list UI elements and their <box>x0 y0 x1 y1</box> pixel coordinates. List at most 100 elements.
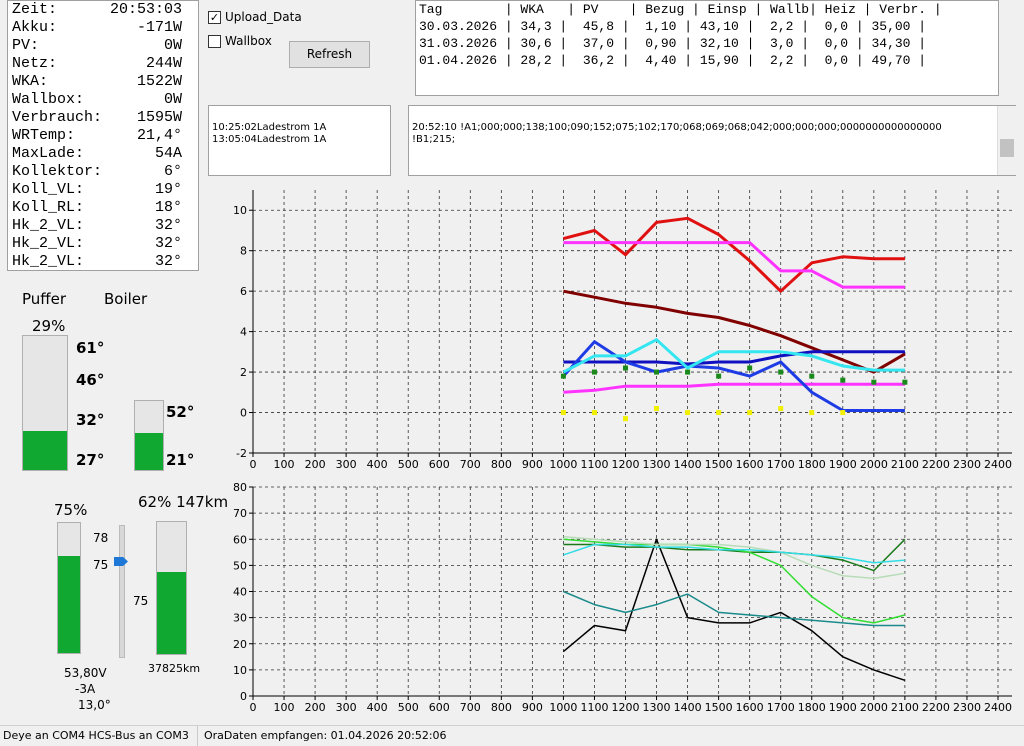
x-tick-label: 800 <box>491 458 512 471</box>
car-bar <box>156 521 187 655</box>
wallbox-checkbox[interactable]: Wallbox <box>208 34 272 48</box>
status-row: Kollektor: 6° <box>8 163 198 181</box>
y-tick-label: 0 <box>240 407 247 420</box>
status-row: Koll_RL: 18° <box>8 199 198 217</box>
log-line: !B1;215; <box>412 134 456 145</box>
x-tick-label: 800 <box>491 701 512 714</box>
data-line <box>563 590 905 627</box>
status-row: Wallbox: 0W <box>8 91 198 109</box>
y-tick-label: 50 <box>233 559 247 572</box>
x-tick-label: 1600 <box>736 701 764 714</box>
upload-checkbox[interactable]: ✓ Upload_Data <box>208 10 302 24</box>
status-label: Netz: <box>12 55 58 72</box>
status-bar: Deye an COM4 HCS-Bus an COM3 OraDaten em… <box>0 725 1024 746</box>
x-tick-label: 1000 <box>549 701 577 714</box>
x-tick-label: 1300 <box>643 701 671 714</box>
status-value: 0W <box>163 37 182 54</box>
data-point <box>840 377 846 383</box>
table-header: Tag | WKA | PV | Bezug | Einsp | Wallb| … <box>419 2 942 17</box>
y-tick-label: 10 <box>233 204 247 217</box>
slider-low: 75 <box>133 594 149 608</box>
x-tick-label: 2400 <box>984 458 1012 471</box>
checkbox[interactable] <box>208 35 221 48</box>
data-point <box>809 373 815 379</box>
y-tick-label: 80 <box>233 481 247 494</box>
temp: 46° <box>76 371 105 389</box>
checkbox[interactable]: ✓ <box>208 11 221 24</box>
status-row: WRTemp: 21,4° <box>8 127 198 145</box>
status-value: -171W <box>136 19 182 36</box>
data-line <box>562 338 905 374</box>
x-tick-label: 400 <box>367 701 388 714</box>
x-tick-label: 2000 <box>860 701 888 714</box>
data-point <box>809 410 815 416</box>
summary-table: Tag | WKA | PV | Bezug | Einsp | Wallb| … <box>415 0 999 96</box>
x-tick-label: 1600 <box>736 458 764 471</box>
gauge-label: Boiler <box>104 290 148 308</box>
status-label: Verbrauch: <box>12 109 103 126</box>
x-tick-label: 2300 <box>953 458 981 471</box>
bar-fill <box>58 555 80 653</box>
data-line <box>563 538 906 572</box>
bar-fill <box>157 572 186 654</box>
slider-value: 75 <box>93 558 109 572</box>
status-row: Hk_2_VL: 32° <box>8 217 198 235</box>
checkbox-label: Wallbox <box>225 34 272 48</box>
slider-max: 78 <box>93 531 109 545</box>
log-line: 20:52:10 !A1;000;000;138;100;090;152;075… <box>412 122 942 133</box>
x-tick-label: 2100 <box>891 701 919 714</box>
x-tick-label: 1400 <box>674 701 702 714</box>
x-tick-label: 1900 <box>829 701 857 714</box>
y-tick-label: 30 <box>233 612 247 625</box>
status-list: Zeit: 20:53:03 Akku: -171W PV: 0W Netz: 244W WKA… <box>7 0 199 271</box>
boiler-bar <box>134 400 164 471</box>
x-tick-label: 1500 <box>705 458 733 471</box>
y-tick-label: 4 <box>240 326 247 339</box>
x-tick-label: 700 <box>460 458 481 471</box>
status-value: 21,4° <box>136 127 182 144</box>
x-tick-label: 1000 <box>549 458 577 471</box>
x-tick-label: 0 <box>250 458 257 471</box>
x-tick-label: 1400 <box>674 458 702 471</box>
battery-bar <box>57 522 81 654</box>
y-tick-label: 0 <box>240 690 247 703</box>
status-value: 1595W <box>136 109 182 126</box>
y-tick-label: 6 <box>240 285 247 298</box>
slider-thumb[interactable] <box>114 557 128 566</box>
car-status: 62% 147km <box>138 493 228 511</box>
table-row: 01.04.2026 | 28,2 | 36,2 | 4,40 | 15,90 … <box>419 53 927 68</box>
refresh-button[interactable]: Refresh <box>289 41 370 68</box>
data-point <box>685 369 691 375</box>
data-line <box>562 538 906 682</box>
data-line <box>563 241 905 289</box>
x-tick-label: 500 <box>398 701 419 714</box>
temp: 32° <box>76 411 105 429</box>
status-value: 244W <box>145 55 182 72</box>
data-point <box>747 410 753 416</box>
status-label: MaxLade: <box>12 145 85 162</box>
status-label: Kollektor: <box>12 163 103 180</box>
y-tick-label: 40 <box>233 586 247 599</box>
data-point <box>654 369 660 375</box>
scroll-thumb[interactable] <box>1000 139 1014 157</box>
slider-track[interactable] <box>119 525 125 658</box>
x-tick-label: 100 <box>274 701 295 714</box>
scrollbar[interactable] <box>997 106 1016 175</box>
data-line <box>563 535 906 580</box>
data-line <box>563 382 905 394</box>
x-tick-label: 2200 <box>922 701 950 714</box>
data-point <box>747 365 753 371</box>
log-line: 10:25:02Ladestrom 1A <box>212 122 327 133</box>
temp: 21° <box>166 451 195 469</box>
x-tick-label: 200 <box>305 458 326 471</box>
status-label: Koll_VL: <box>12 181 85 198</box>
event-log: 10:25:02Ladestrom 1A 13:05:04Ladestrom 1A <box>208 105 391 176</box>
x-tick-label: 200 <box>305 701 326 714</box>
data-point <box>560 410 566 416</box>
checkbox-label: Upload_Data <box>225 10 302 24</box>
status-value: 18° <box>154 199 182 216</box>
y-tick-label: 2 <box>240 366 247 379</box>
data-point <box>778 405 784 411</box>
puffer-bar <box>22 335 68 471</box>
status-label: Wallbox: <box>12 91 85 108</box>
